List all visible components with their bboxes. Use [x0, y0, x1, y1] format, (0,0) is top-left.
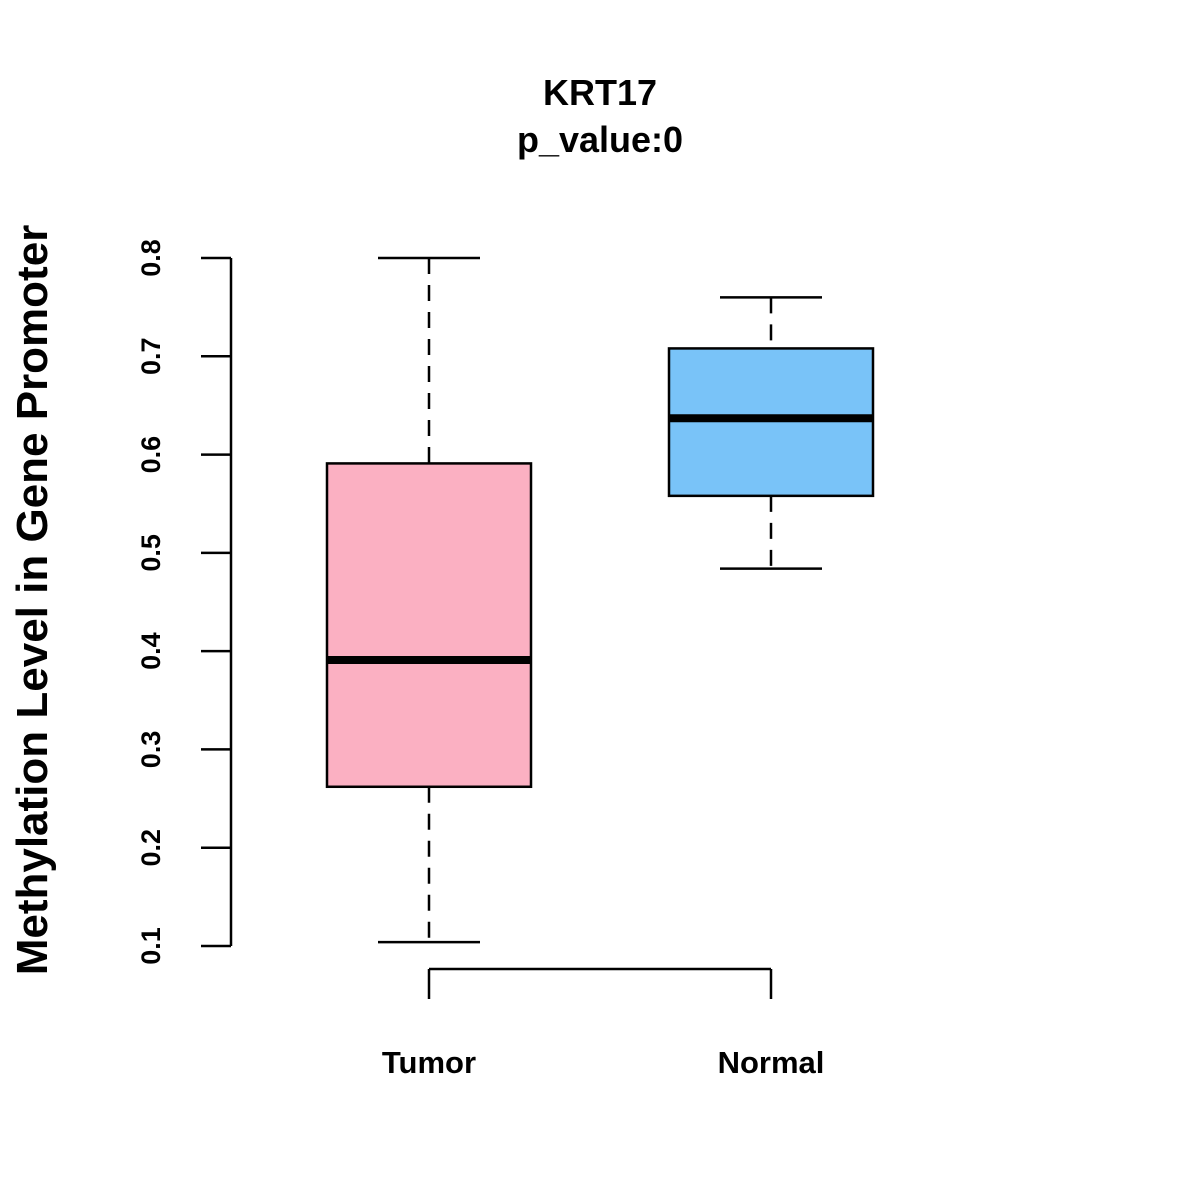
- y-tick-label: 0.5: [136, 534, 166, 572]
- y-tick-label: 0.6: [136, 436, 166, 474]
- box-normal: [667, 296, 875, 570]
- boxes: [325, 256, 875, 944]
- iqr-box: [325, 462, 533, 789]
- y-axis-title: Methylation Level in Gene Promoter: [8, 225, 57, 976]
- x-axis: Tumor Normal: [382, 967, 825, 1080]
- y-tick-label: 0.4: [136, 632, 166, 670]
- x-tick-label-tumor: Tumor: [382, 1045, 476, 1080]
- box-tumor: [325, 256, 533, 944]
- y-tick-label: 0.7: [136, 338, 166, 376]
- y-tick-label: 0.2: [136, 829, 166, 867]
- x-tick-label-normal: Normal: [718, 1045, 825, 1080]
- y-axis: 0.1 0.2 0.3 0.4 0.5 0.6 0.7 0.8: [136, 239, 233, 965]
- chart-subtitle: p_value:0: [517, 119, 683, 160]
- y-tick-label: 0.8: [136, 239, 166, 277]
- y-tick-label: 0.3: [136, 731, 166, 769]
- y-tick-label: 0.1: [136, 927, 166, 965]
- chart-title: KRT17: [543, 72, 657, 113]
